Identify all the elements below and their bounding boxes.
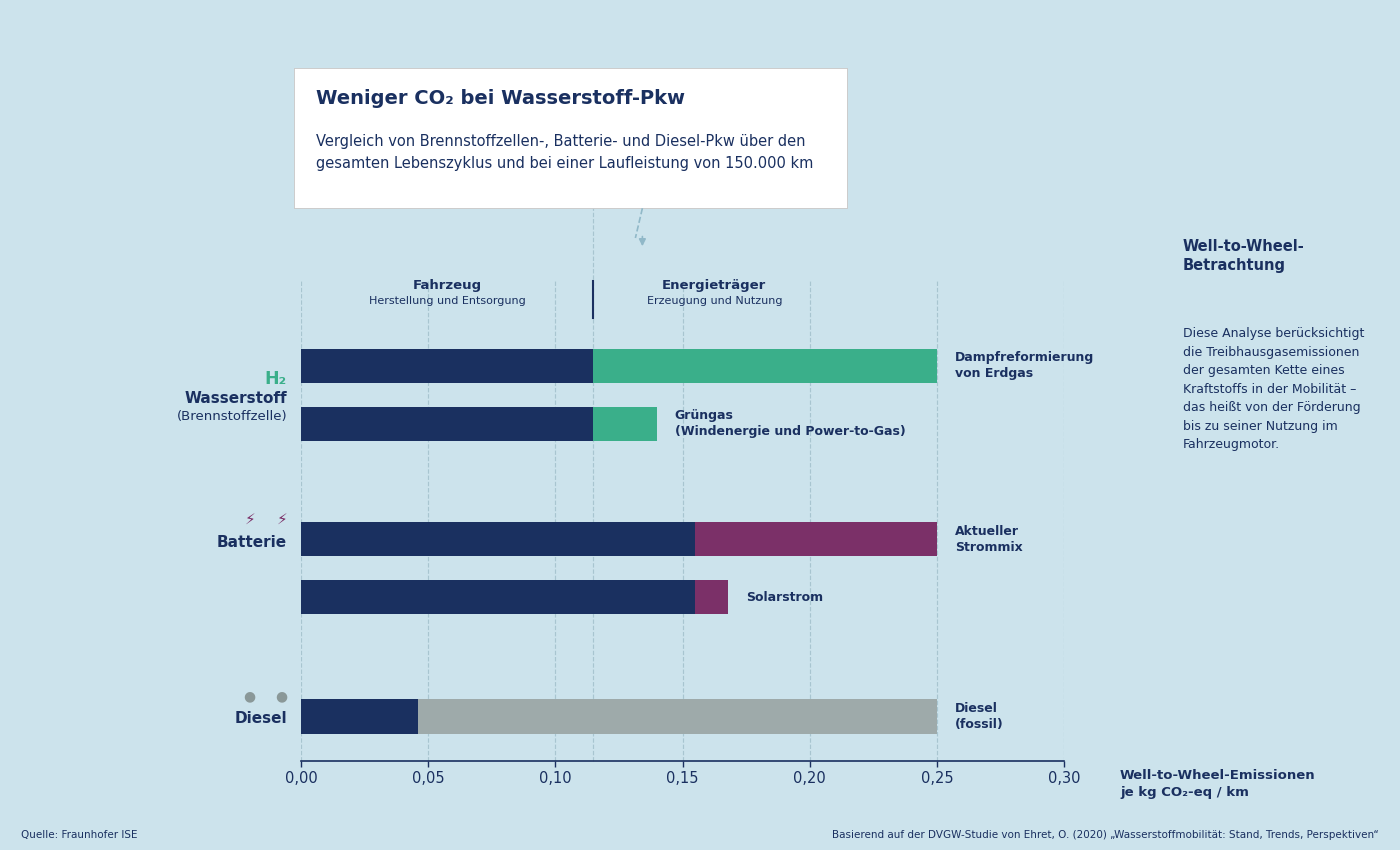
Text: Diese Analyse berücksichtigt
die Treibhausgasemissionen
der gesamten Kette eines: Diese Analyse berücksichtigt die Treibha… [1183,327,1365,451]
Text: Well-to-Wheel-
Betrachtung: Well-to-Wheel- Betrachtung [1183,240,1305,274]
Text: Solarstrom: Solarstrom [746,591,823,604]
Text: Diesel: Diesel [234,711,287,726]
Text: ⚡: ⚡ [276,512,287,526]
Bar [696,523,937,557]
Text: Aktueller
Strommix: Aktueller Strommix [955,524,1022,554]
Text: Wasserstoff: Wasserstoff [185,391,287,405]
Bar [301,406,594,440]
Text: Quelle: Fraunhofer ISE: Quelle: Fraunhofer ISE [21,830,137,840]
Bar [594,348,937,382]
Text: Fahrzeug: Fahrzeug [413,279,482,292]
Text: Diesel
(fossil): Diesel (fossil) [955,702,1004,731]
Text: Dampfreformierung
von Erdgas: Dampfreformierung von Erdgas [955,351,1093,381]
Text: Batterie: Batterie [217,536,287,550]
Bar [594,406,657,440]
Text: ⚡: ⚡ [245,512,255,526]
Text: Basierend auf der DVGW-Studie von Ehret, O. (2020) „Wasserstoffmobilität: Stand,: Basierend auf der DVGW-Studie von Ehret,… [832,830,1379,840]
Bar [419,700,937,734]
Bar [301,581,696,615]
Text: Vergleich von Brennstoffzellen-, Batterie- und Diesel-Pkw über den
gesamten Lebe: Vergleich von Brennstoffzellen-, Batteri… [316,134,813,171]
Text: Herstellung und Entsorgung: Herstellung und Entsorgung [368,296,525,306]
Bar [301,348,594,382]
Text: Erzeugung und Nutzung: Erzeugung und Nutzung [647,296,783,306]
Bar [301,700,419,734]
Text: Well-to-Wheel-Emissionen
je kg CO₂-eq / km: Well-to-Wheel-Emissionen je kg CO₂-eq / … [1120,769,1316,799]
Text: (Brennstoffzelle): (Brennstoffzelle) [176,411,287,423]
Text: ●: ● [274,689,287,703]
Bar [301,523,696,557]
Text: Grüngas
(Windenergie und Power-to-Gas): Grüngas (Windenergie und Power-to-Gas) [675,409,906,439]
Text: Energieträger: Energieträger [662,279,766,292]
Text: ●: ● [244,689,255,703]
Text: H₂: H₂ [265,371,287,388]
Text: Weniger CO₂ bei Wasserstoff-Pkw: Weniger CO₂ bei Wasserstoff-Pkw [316,89,685,108]
Bar [696,581,728,615]
